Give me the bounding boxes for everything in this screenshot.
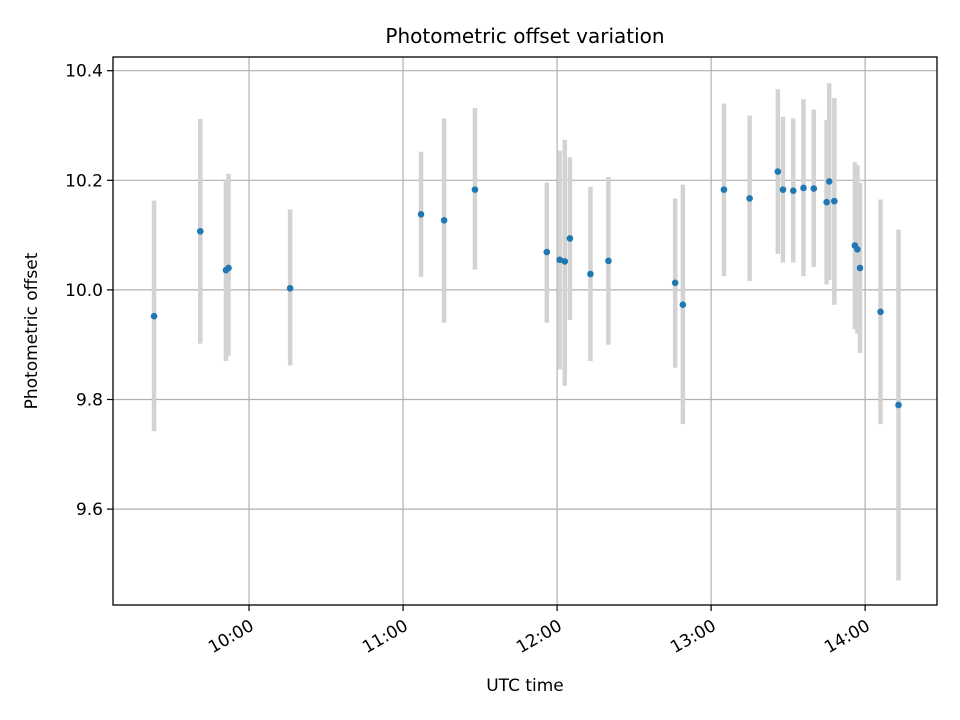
y-tick-label: 9.8	[76, 391, 103, 411]
data-point	[150, 312, 158, 320]
data-point	[196, 227, 204, 235]
data-point	[417, 210, 425, 218]
data-point	[877, 308, 884, 316]
y-tick-label: 9.6	[76, 500, 103, 520]
x-axis-label: UTC time	[486, 676, 564, 696]
data-point	[605, 257, 612, 265]
data-point	[895, 401, 902, 409]
data-point	[671, 279, 679, 287]
data-point	[810, 185, 818, 192]
grid-lines	[113, 57, 937, 605]
y-tick-label: 10.2	[65, 171, 103, 191]
data-point	[856, 264, 864, 272]
data-point	[825, 178, 833, 185]
plot-frame	[112, 56, 938, 606]
data-point	[561, 258, 569, 265]
data-point	[789, 187, 797, 195]
data-point	[800, 184, 807, 192]
chart-title: Photometric offset variation	[385, 24, 664, 48]
data-point	[854, 246, 861, 253]
data-point	[556, 256, 563, 264]
data-point	[587, 270, 594, 278]
data-point	[831, 197, 838, 205]
data-point	[720, 186, 728, 193]
data-point	[566, 235, 574, 242]
data-point	[774, 168, 782, 175]
data-points	[150, 168, 902, 409]
data-point	[225, 264, 232, 272]
data-point	[779, 186, 787, 193]
data-point	[471, 186, 479, 193]
data-point	[543, 248, 551, 256]
y-tick-label: 10.4	[65, 62, 103, 82]
data-point	[679, 301, 687, 308]
y-tick-label: 10.0	[65, 281, 103, 301]
y-axis-label: Photometric offset	[22, 252, 42, 409]
data-point	[746, 195, 753, 202]
data-point	[823, 198, 830, 206]
data-point	[440, 217, 448, 224]
data-point	[286, 284, 294, 292]
